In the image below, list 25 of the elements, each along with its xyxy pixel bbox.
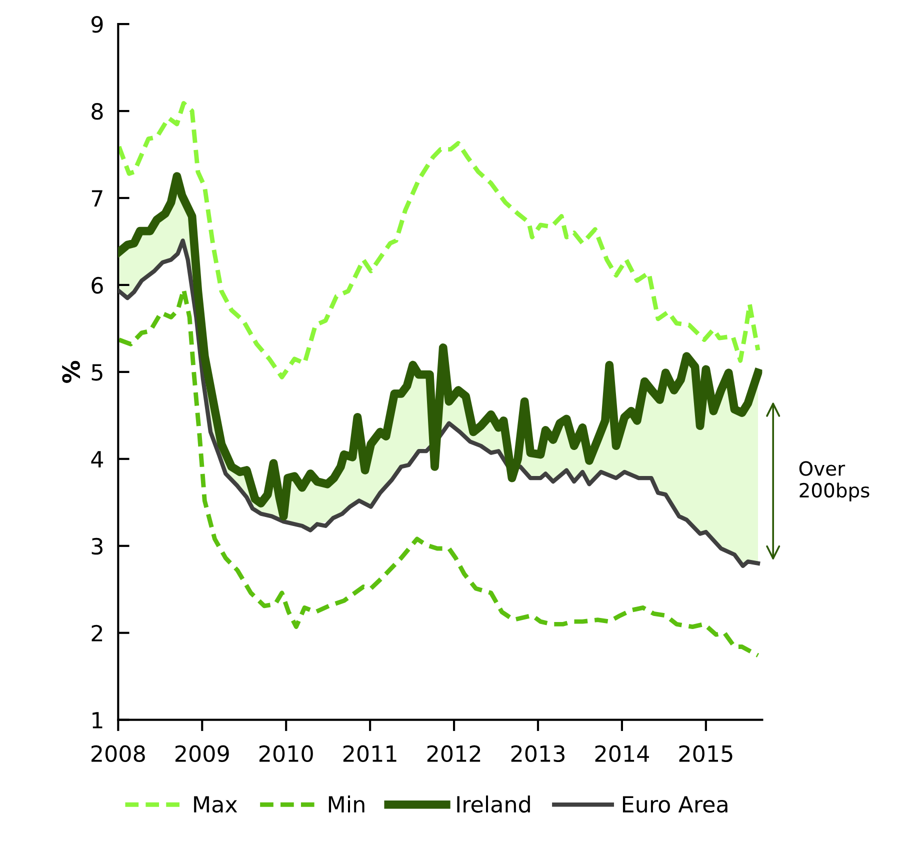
y-tick-label: 8 — [92, 102, 103, 120]
y-tick-label: 5 — [92, 364, 102, 381]
y-axis-title: % — [62, 360, 80, 384]
x-tick-label: 2013 — [511, 745, 564, 762]
y-tick-label: 6 — [92, 276, 103, 294]
y-tick-label: 3 — [92, 538, 102, 555]
y-tick-label: 7 — [92, 190, 102, 206]
x-tick-label: 2009 — [175, 745, 229, 762]
line-series — [118, 238, 760, 568]
legend-label: Min — [328, 796, 364, 812]
legend-label: Euro Area — [622, 796, 728, 813]
line-series — [118, 100, 760, 380]
x-tick-label: 2008 — [92, 745, 145, 762]
text: Over 200bps — [799, 461, 870, 502]
x-tick-label: 2011 — [343, 745, 396, 762]
x-tick-label: 2015 — [679, 745, 732, 762]
y-tick-label: 1 — [92, 712, 102, 728]
x-tick-label: 2010 — [259, 745, 313, 762]
y-tick-label: 4 — [91, 451, 104, 468]
y-tick-label: 9 — [92, 16, 103, 33]
x-tick-label: 2014 — [595, 745, 649, 762]
y-tick-label: 2 — [92, 624, 102, 642]
legend-label: Ireland — [457, 796, 530, 813]
legend-label: Max — [194, 796, 238, 813]
x-tick-label: 2012 — [427, 745, 480, 762]
